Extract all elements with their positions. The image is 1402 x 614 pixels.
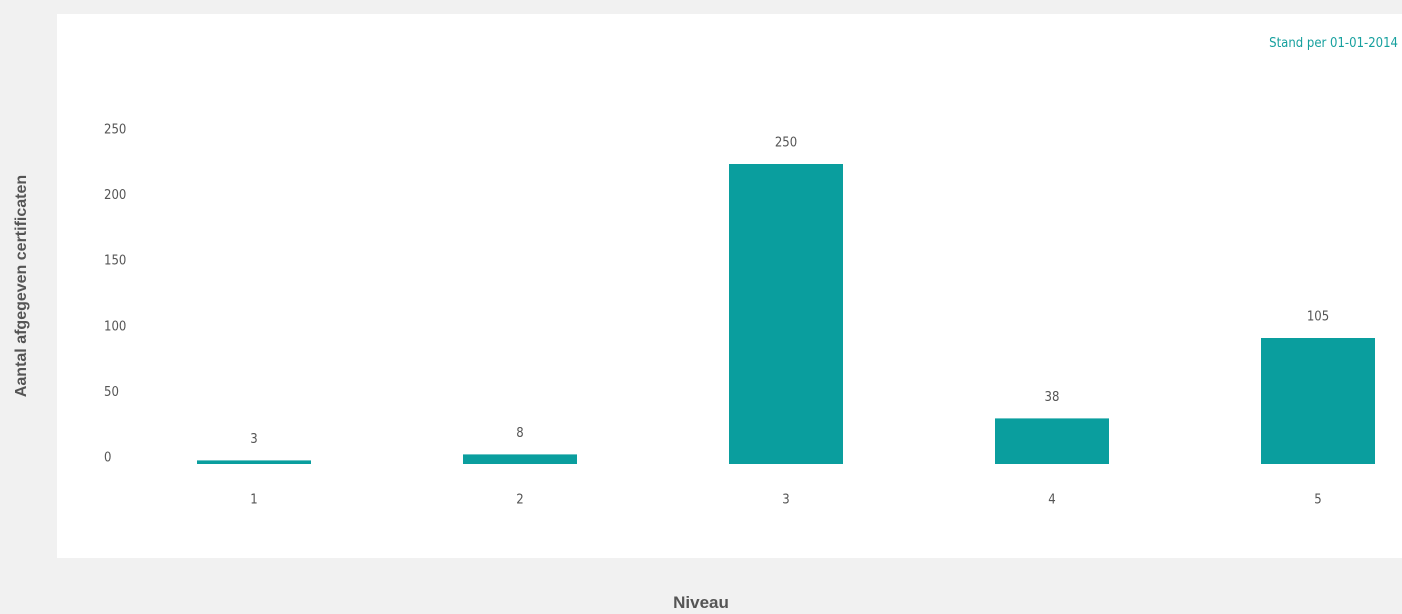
y-tick-label: 50 <box>104 385 119 400</box>
y-tick-label: 250 <box>104 123 126 138</box>
y-tick-label: 0 <box>104 451 111 466</box>
bar <box>463 454 577 464</box>
x-tick-label: 3 <box>782 493 789 508</box>
bar <box>197 460 311 464</box>
x-tick-label: 4 <box>1048 493 1055 508</box>
x-tick-label: 5 <box>1314 493 1321 508</box>
y-axis-label: Aantal afgegeven certificaten <box>13 174 30 398</box>
data-label: 105 <box>1307 310 1329 325</box>
bar <box>1261 338 1375 464</box>
y-tick-label: 150 <box>104 254 126 269</box>
x-axis-ticks: 1 2 3 4 5 <box>250 493 1321 508</box>
x-tick-label: 2 <box>516 493 523 508</box>
data-label: 8 <box>516 426 523 441</box>
data-label: 250 <box>775 136 797 151</box>
bar <box>729 164 843 464</box>
y-tick-label: 100 <box>104 319 126 334</box>
y-axis-ticks: 0 50 100 150 200 250 <box>104 123 126 466</box>
bars <box>197 164 1375 464</box>
x-axis-label: Niveau <box>673 593 729 612</box>
date-annotation: Stand per 01-01-2014 <box>1269 36 1398 51</box>
y-tick-label: 200 <box>104 188 126 203</box>
x-tick-label: 1 <box>250 493 257 508</box>
data-label: 38 <box>1045 390 1060 405</box>
bar <box>995 418 1109 464</box>
data-label: 3 <box>250 432 257 447</box>
